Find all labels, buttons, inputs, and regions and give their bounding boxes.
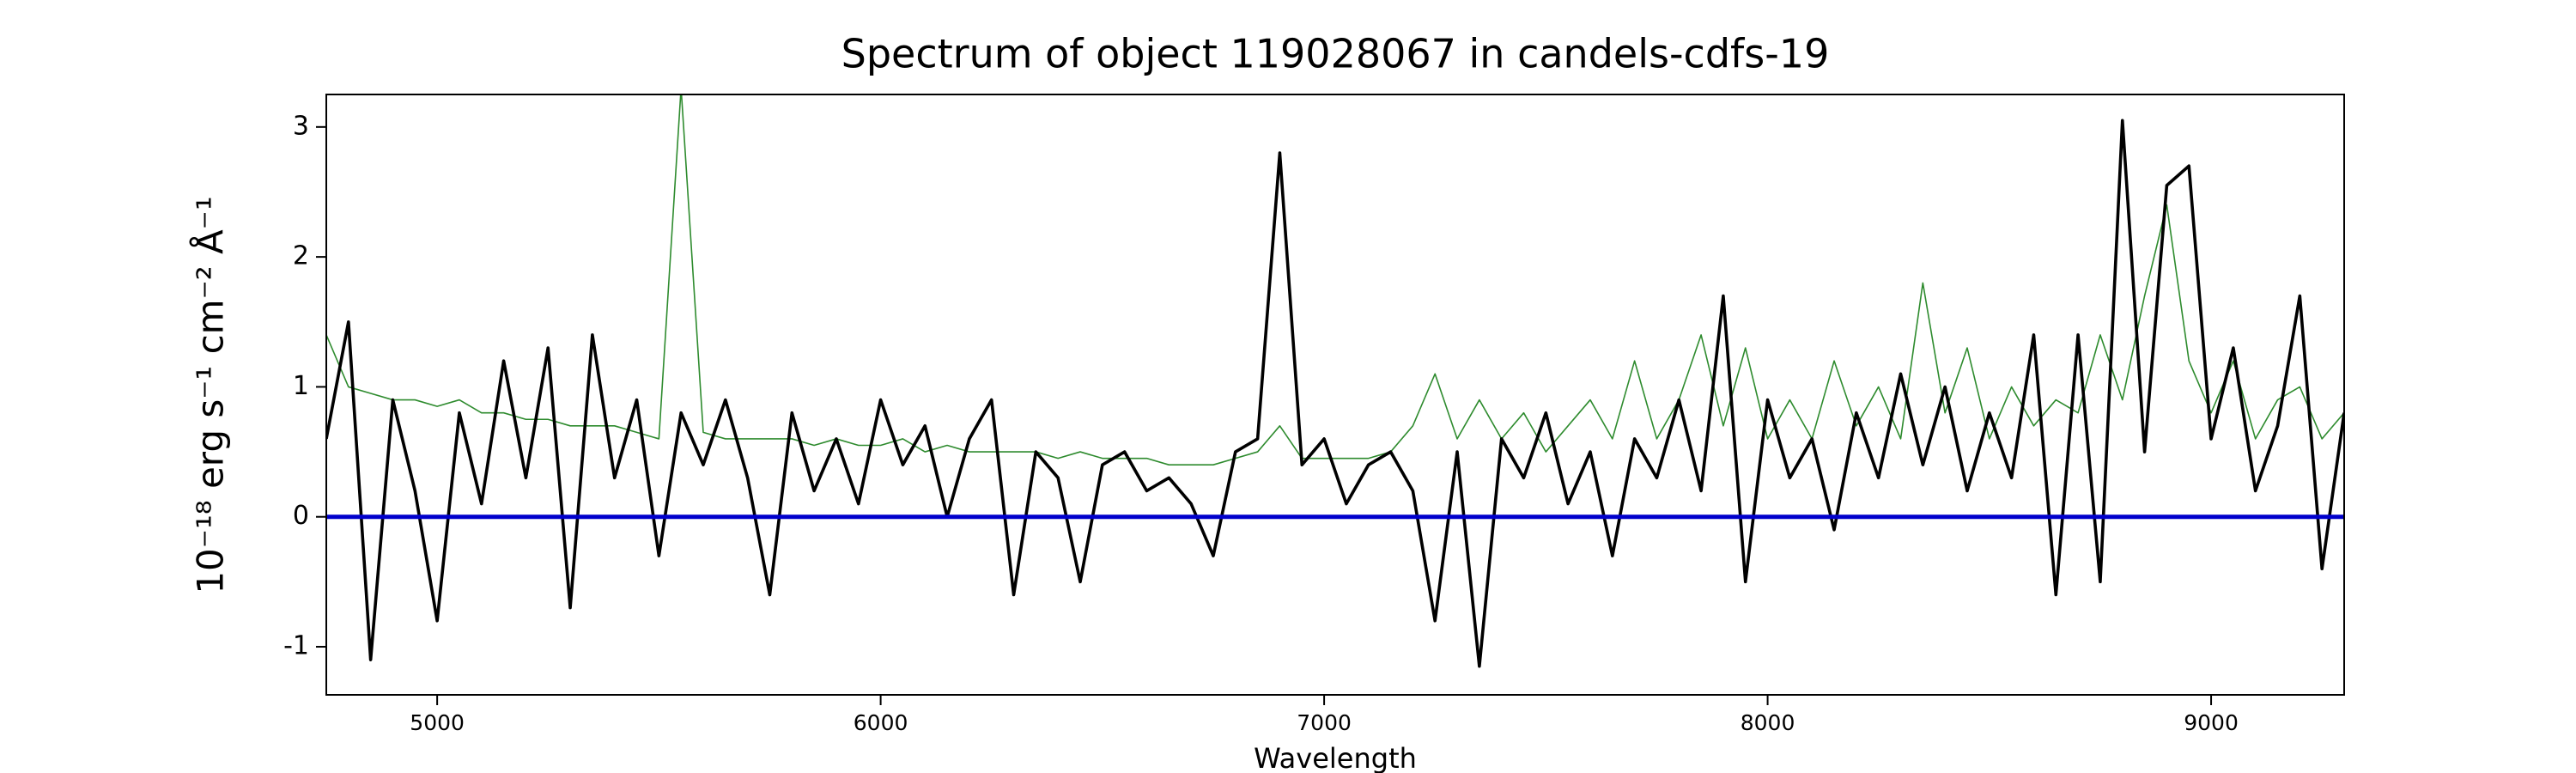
x-tick-label: 5000	[410, 710, 465, 735]
axes-frame	[325, 94, 2345, 696]
x-tick-label: 6000	[854, 710, 908, 735]
y-tick-label: 1	[293, 371, 309, 401]
y-axis-label: 10⁻¹⁸ erg s⁻¹ cm⁻² Å⁻¹	[189, 196, 232, 593]
y-tick-label: 0	[293, 501, 309, 531]
spectrum-line	[326, 119, 2344, 668]
y-tick-label: 3	[293, 111, 309, 141]
x-axis-label: Wavelength	[1254, 742, 1417, 773]
x-tick-label: 9000	[2184, 710, 2239, 735]
x-tick-label: 8000	[1741, 710, 1795, 735]
plot-area	[326, 94, 2344, 668]
chart-title: Spectrum of object 119028067 in candels-…	[841, 31, 1830, 77]
y-tick-label: -1	[283, 631, 309, 661]
x-tick-label: 7000	[1297, 710, 1352, 735]
y-tick-label: 2	[293, 241, 309, 271]
spectrum-line	[326, 94, 2344, 466]
